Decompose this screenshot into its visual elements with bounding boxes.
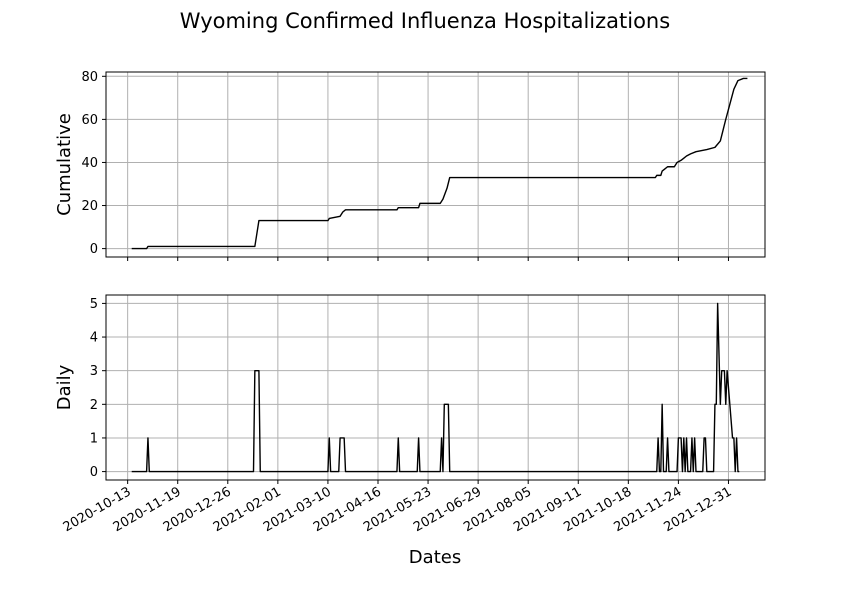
y-tick-label: 1 [90,431,98,446]
y-tick-label: 3 [90,364,98,379]
daily-plot-frame [105,294,766,481]
chart-title: Wyoming Confirmed Influenza Hospitalizat… [180,9,670,33]
y-tick-label: 2 [90,398,98,413]
daily-y-axis-label: Daily [54,364,75,410]
cumulative-panel: 0 20 40 60 80 Cumulative [54,70,766,261]
y-tick-label: 80 [81,70,98,85]
cumulative-y-axis-label: Cumulative [54,113,75,216]
daily-panel: 2020-10-132020-11-192020-12-262021-02-01… [54,294,766,568]
x-axis-label: Dates [409,547,461,568]
y-tick-label: 0 [90,465,98,480]
cumulative-series-line [131,77,748,250]
y-tick-label: 5 [90,297,98,312]
y-tick-label: 4 [90,331,98,346]
cumulative-plot-frame [105,71,766,258]
y-tick-label: 40 [81,156,98,171]
y-tick-label: 0 [90,242,98,257]
y-tick-label: 20 [81,199,98,214]
daily-series-line [131,302,740,473]
y-tick-label: 60 [81,113,98,128]
